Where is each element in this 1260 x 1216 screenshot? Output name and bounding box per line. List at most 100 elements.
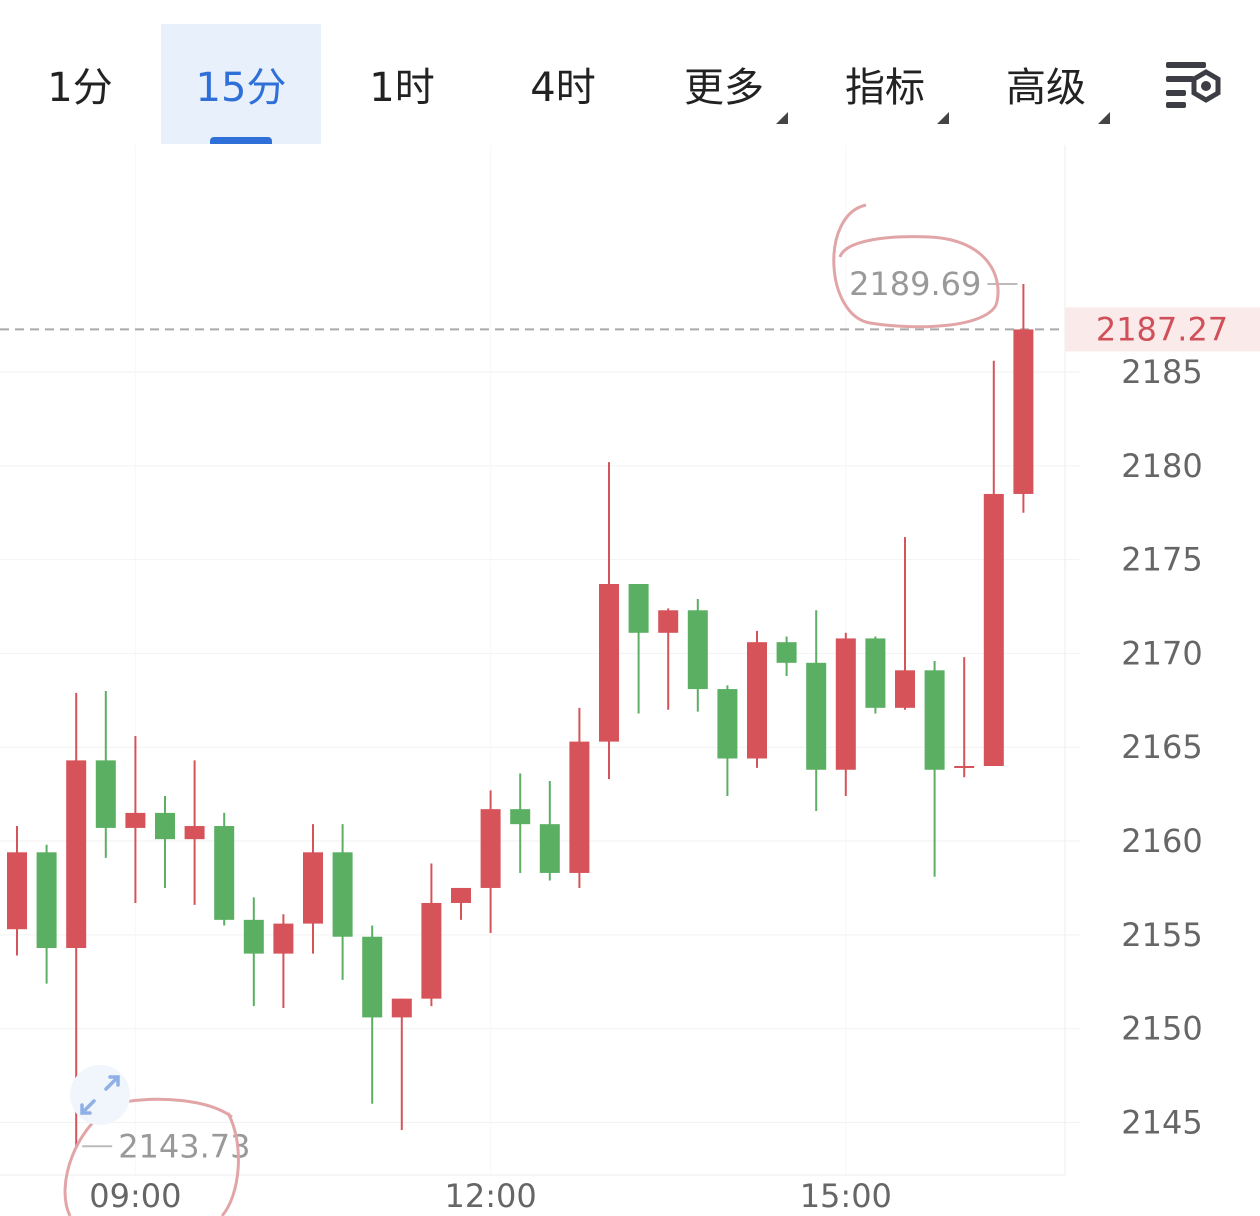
candle-body xyxy=(184,826,205,840)
candle xyxy=(155,796,175,888)
candle xyxy=(480,790,501,933)
candle xyxy=(391,998,412,1130)
candle-body xyxy=(391,998,412,1018)
candle-body xyxy=(835,638,856,770)
candle xyxy=(658,608,679,710)
candle xyxy=(599,462,619,780)
candle-body xyxy=(451,887,471,903)
tab-label: 1时 xyxy=(369,65,435,111)
candle xyxy=(1013,284,1034,513)
candle xyxy=(66,692,87,1147)
tab-label: 指标 xyxy=(845,65,925,111)
candle-body xyxy=(717,689,738,759)
tab-advanced[interactable]: 高级 xyxy=(966,24,1126,144)
dropdown-triangle-icon xyxy=(776,112,788,124)
y-tick-label: 2185 xyxy=(1121,353,1202,391)
y-tick-label: 2165 xyxy=(1121,728,1202,766)
high-price-label: 2189.69 xyxy=(849,265,981,303)
y-tick-label: 2155 xyxy=(1121,916,1202,954)
tab-label: 1分 xyxy=(47,65,113,111)
y-tick-label: 2170 xyxy=(1121,634,1202,672)
candle xyxy=(806,610,827,812)
low-price-label: 2143.73 xyxy=(118,1127,250,1165)
active-tab-indicator xyxy=(210,137,272,144)
candle-series xyxy=(7,284,1034,1147)
candle xyxy=(362,925,383,1104)
candle xyxy=(539,781,560,881)
candlestick-chart: 2187.27 2185 2180 2175 2170 2165 2160 2155 2150… xyxy=(0,145,1260,1216)
y-tick-label: 2175 xyxy=(1121,541,1202,579)
candle xyxy=(421,863,442,1007)
expand-chart-button[interactable] xyxy=(70,1065,130,1125)
candle-body xyxy=(628,584,649,633)
expand-arrows-icon xyxy=(80,1075,120,1115)
tab-4hour[interactable]: 4时 xyxy=(483,24,643,144)
candle xyxy=(569,707,590,888)
candle-body xyxy=(806,662,827,770)
last-price-badge xyxy=(1065,307,1260,352)
tab-indicators[interactable]: 指标 xyxy=(805,24,965,144)
candle xyxy=(184,760,205,905)
candle-body xyxy=(155,812,175,840)
candle-body xyxy=(273,923,294,954)
x-tick-label: 12:00 xyxy=(444,1177,536,1215)
candle-body xyxy=(510,809,531,825)
candle xyxy=(776,636,797,676)
y-tick-label: 2160 xyxy=(1121,822,1202,860)
x-tick-label: 15:00 xyxy=(800,1177,892,1215)
tab-1hour[interactable]: 1时 xyxy=(322,24,482,144)
candle-body xyxy=(687,610,708,690)
candle xyxy=(954,657,975,778)
time-axis: 09:00 12:00 15:00 xyxy=(89,1177,892,1215)
y-tick-label: 2145 xyxy=(1121,1103,1202,1141)
tab-label: 更多 xyxy=(684,65,764,111)
candle xyxy=(303,824,323,954)
chart-settings-icon[interactable] xyxy=(1162,58,1224,114)
candle-body xyxy=(776,642,797,663)
dropdown-triangle-icon xyxy=(1098,112,1110,124)
candle xyxy=(95,690,116,858)
candle-body xyxy=(7,852,27,930)
candle xyxy=(7,826,27,956)
candle-body xyxy=(125,812,146,828)
dropdown-triangle-icon xyxy=(937,112,949,124)
candle-body xyxy=(36,852,57,948)
candle-body xyxy=(480,809,501,888)
candle xyxy=(451,887,471,920)
candle xyxy=(835,632,856,797)
candle-body xyxy=(243,919,264,954)
candle-body xyxy=(421,902,442,999)
candle xyxy=(924,660,945,877)
candle xyxy=(332,824,353,980)
candle xyxy=(273,914,294,1009)
tab-more[interactable]: 更多 xyxy=(644,24,804,144)
candle-body xyxy=(66,760,87,948)
candle-body xyxy=(539,824,560,873)
candle xyxy=(125,735,146,903)
price-axis: 2185 2180 2175 2170 2165 2160 2155 2150 2145 xyxy=(1121,353,1202,1141)
candle xyxy=(214,812,235,926)
candle xyxy=(983,360,1004,767)
tab-label: 4时 xyxy=(530,65,596,111)
candle-body xyxy=(983,493,1004,767)
candle-body xyxy=(865,638,886,708)
candle xyxy=(243,897,264,1007)
candle-body xyxy=(362,936,383,1018)
candle xyxy=(687,599,708,712)
tab-1min[interactable]: 1分 xyxy=(0,24,160,144)
candle-body xyxy=(599,584,619,742)
candle-body xyxy=(332,852,353,937)
candle xyxy=(36,844,57,984)
y-tick-label: 2180 xyxy=(1121,447,1202,485)
x-tick-label: 09:00 xyxy=(89,1177,181,1215)
period-tab-bar: 1分 15分 1时 4时 更多 指标 高级 xyxy=(0,0,1260,145)
candle-body xyxy=(569,741,590,873)
candle-body xyxy=(747,642,767,759)
tab-label: 高级 xyxy=(1006,65,1086,111)
tab-15min[interactable]: 15分 xyxy=(161,24,321,144)
candle xyxy=(895,537,915,710)
candle-body xyxy=(214,826,235,920)
tab-label: 15分 xyxy=(195,65,287,111)
candle-body xyxy=(954,766,975,769)
candle xyxy=(628,584,649,714)
